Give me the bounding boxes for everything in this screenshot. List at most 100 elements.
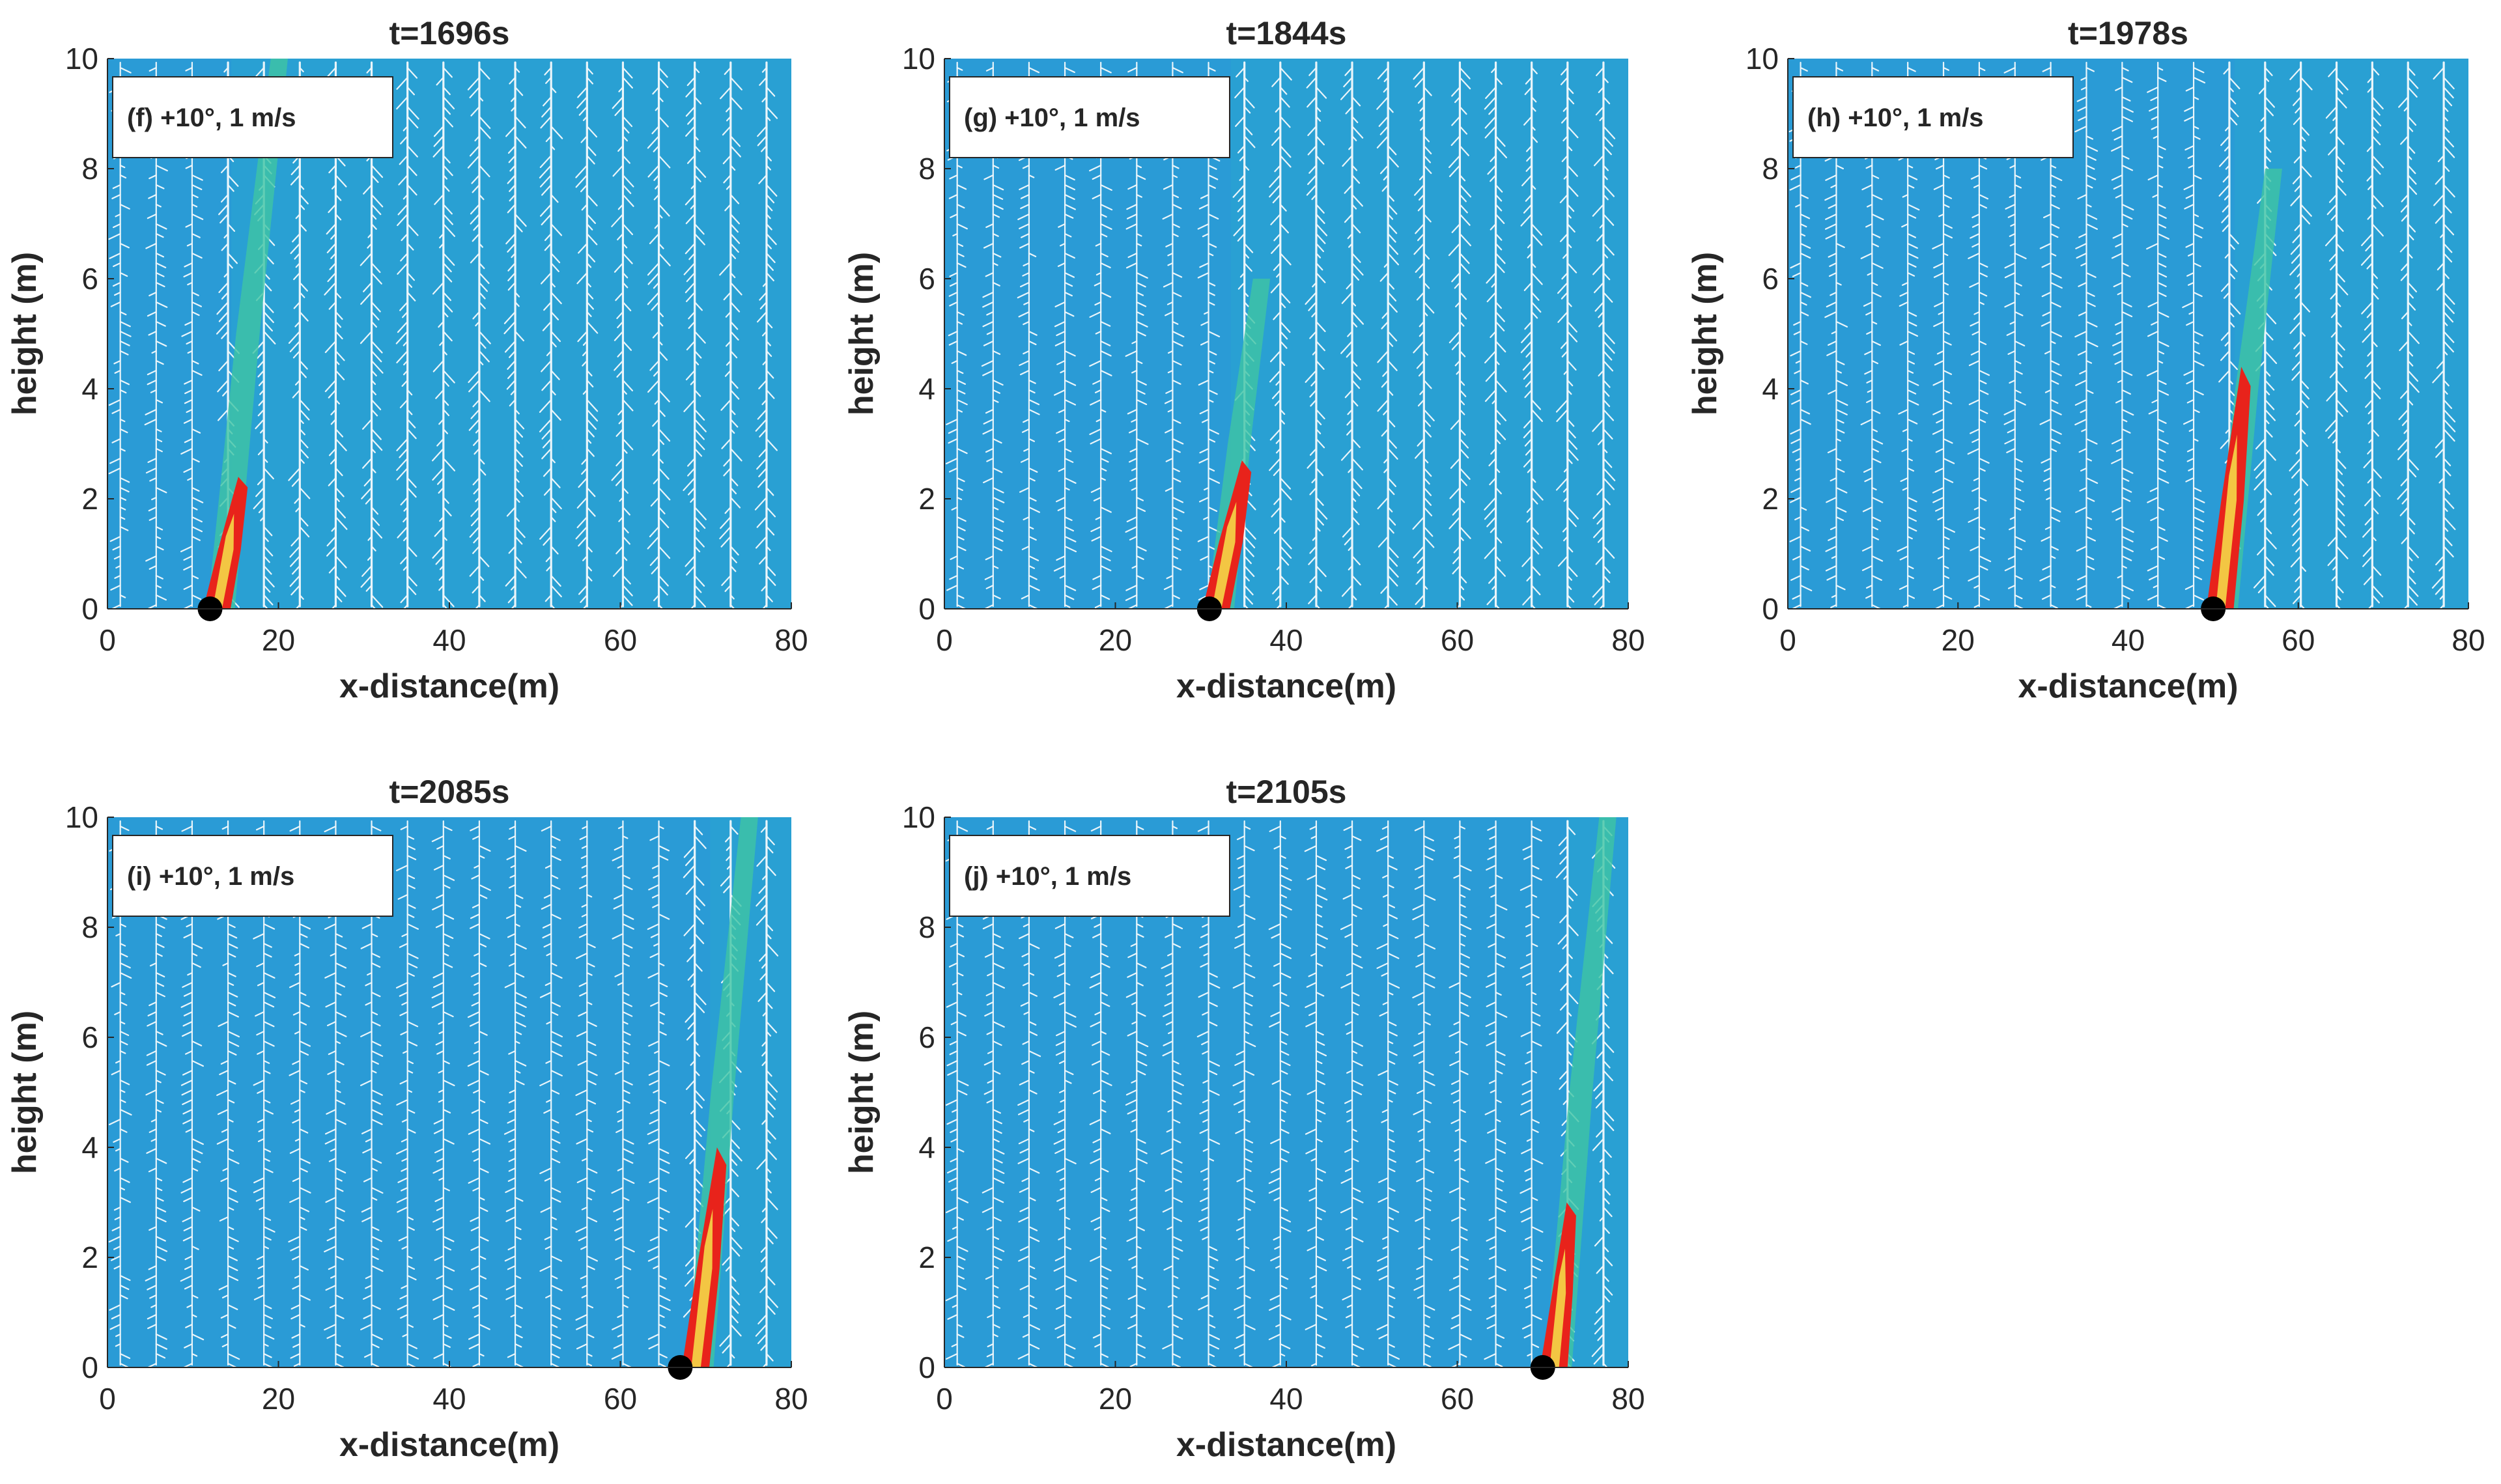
vector-arrow [1238,874,1245,879]
vector-arrow [1526,154,1533,162]
vector-arrow [1100,962,1110,968]
vector-arrow [509,1089,516,1094]
vector-arrow [2080,467,2087,472]
vector-arrow [1127,1108,1138,1115]
vector-arrow [765,845,774,854]
vector-arrow [148,1001,157,1007]
vector-arrow [586,942,596,948]
vector-arrow [2050,301,2061,308]
vector-arrow [299,594,304,600]
vector-arrow [1208,350,1217,356]
vector-arrow [2074,125,2087,133]
vector-arrow [685,86,696,98]
vector-arrow [956,496,963,501]
vector-arrow [514,467,520,473]
vector-arrow [1490,525,1497,533]
vector-arrow [263,457,268,463]
vector-arrow [1165,932,1174,938]
vector-arrow [1907,574,1914,580]
vector-arrow [1094,923,1102,928]
vector-arrow [1275,447,1281,454]
vector-arrow [112,545,121,551]
vector-arrow [1495,213,1505,224]
vector-arrow [653,594,660,602]
vector-arrow [658,1099,667,1104]
vector-arrow [2264,594,2276,608]
vector-arrow [2186,447,2195,453]
vector-arrow [371,311,380,321]
vector-arrow [1089,428,1102,436]
vector-arrow [765,86,776,97]
vector-arrow [155,584,162,589]
vector-arrow [2397,438,2409,451]
vector-arrow [1596,66,1605,76]
vector-arrow [1346,281,1353,290]
vector-arrow [1020,193,1030,199]
vector-arrow [1023,962,1030,966]
vector-arrow [2294,223,2302,231]
vector-arrow [956,991,963,996]
vector-arrow [1208,972,1218,978]
vector-arrow [399,991,408,997]
vector-arrow [1865,311,1873,316]
vector-arrow [726,105,731,113]
vector-arrow [1933,272,1945,278]
x-tick-label: 0 [936,623,953,657]
vector-arrow [2407,301,2416,311]
vector-arrow [2300,145,2306,152]
vector-arrow [2121,555,2132,561]
vector-arrow [2362,525,2373,538]
vector-arrow [2121,496,2131,502]
vector-arrow [1522,359,1533,371]
vector-arrow [371,1255,379,1260]
vector-arrow [2296,86,2302,92]
vector-arrow [985,447,994,453]
vector-arrow [360,1079,373,1086]
vector-arrow [1418,193,1425,201]
vector-arrow [2157,350,2165,355]
vector-arrow [614,262,624,273]
vector-arrow [2253,574,2266,589]
vector-arrow [694,223,705,235]
vector-arrow [1309,447,1318,456]
vector-arrow [762,1011,768,1016]
vector-arrow [1202,1235,1209,1240]
vector-arrow [1495,340,1506,353]
vector-arrow [550,1274,558,1280]
vector-arrow [1602,399,1611,408]
vector-arrow [947,1069,958,1076]
vector-arrow [475,496,481,503]
vector-arrow [729,477,739,486]
vector-arrow [1201,418,1209,423]
vector-arrow [992,389,1000,394]
vector-arrow [223,232,229,239]
vector-arrow [505,1284,516,1291]
vector-arrow [1942,223,1953,229]
vector-arrow [550,1186,561,1193]
legend-box [112,76,393,158]
vector-arrow [1342,525,1353,538]
vector-arrow [478,457,485,465]
vector-arrow [1800,408,1811,415]
vector-arrow [1378,115,1389,127]
vector-arrow [360,942,373,949]
vector-arrow [2077,105,2087,112]
legend-box [1792,76,2074,158]
vector-arrow [505,1186,516,1194]
vector-arrow [658,66,668,78]
vector-arrow [290,1245,301,1252]
vector-arrow [1064,825,1077,832]
vector-arrow [2398,96,2409,108]
vector-arrow [2041,291,2052,298]
vector-arrow [652,330,660,339]
vector-arrow [694,350,702,359]
vector-arrow [578,932,588,938]
vector-arrow [299,311,309,322]
vector-arrow [119,506,126,511]
vector-arrow [438,486,444,494]
vector-arrow [442,1186,450,1192]
vector-arrow [1978,389,1989,395]
vector-arrow [148,1167,157,1173]
vector-arrow [108,467,121,475]
vector-arrow [1383,457,1389,464]
